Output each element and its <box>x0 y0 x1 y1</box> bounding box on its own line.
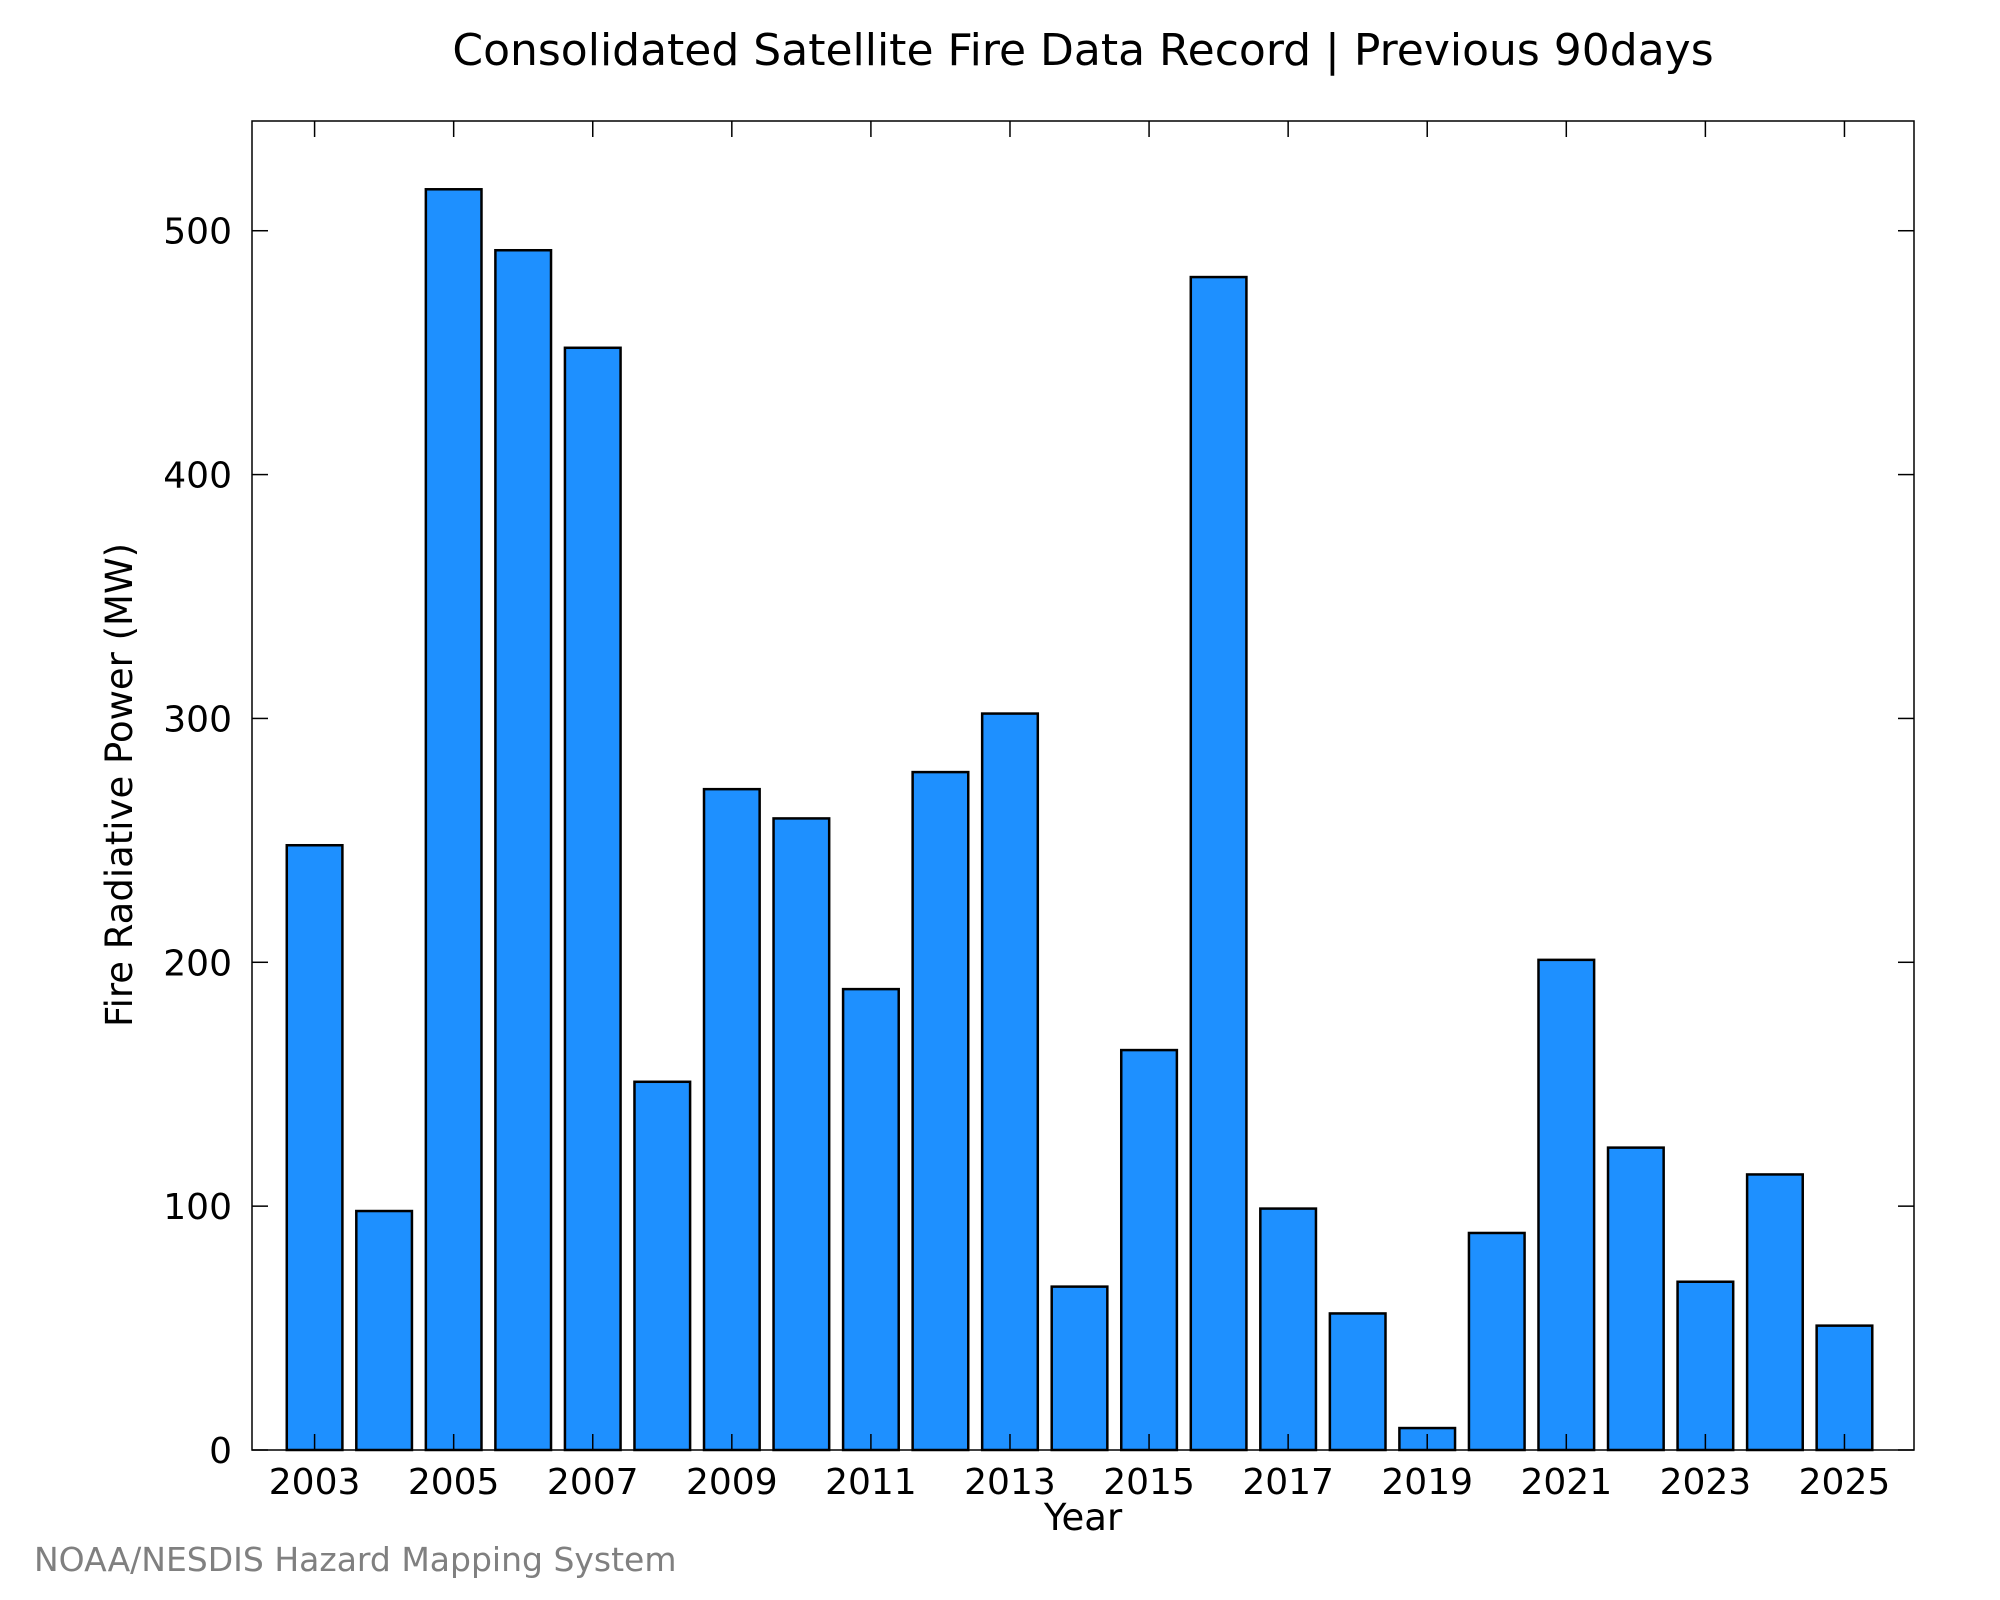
bar-2003 <box>285 843 344 1452</box>
x-tick-label-2009: 2009 <box>686 1462 778 1503</box>
x-tick-label-2005: 2005 <box>408 1462 500 1503</box>
bar-2024 <box>1745 1173 1804 1452</box>
ticks-layer: 0 100 200 300 400 500 2003 2005 2007 2009 2011 2013… <box>163 121 1914 1503</box>
x-tick-label-2025: 2025 <box>1799 1462 1891 1503</box>
bar-2018 <box>1328 1312 1387 1452</box>
bar-2008 <box>633 1080 692 1452</box>
credit-text: NOAA/NESDIS Hazard Mapping System <box>34 1540 677 1579</box>
bar-2004 <box>355 1209 414 1452</box>
y-tick-label-100: 100 <box>163 1187 232 1228</box>
bar-2014 <box>1050 1285 1109 1452</box>
x-tick-label-2011: 2011 <box>825 1462 917 1503</box>
bar-2025 <box>1815 1324 1874 1452</box>
x-tick-label-2021: 2021 <box>1520 1462 1612 1503</box>
x-axis-label: Year <box>1043 1496 1123 1539</box>
bar-2020 <box>1467 1231 1526 1452</box>
bar-2006 <box>494 248 553 1452</box>
y-tick-label-500: 500 <box>163 212 232 253</box>
bar-2013 <box>980 712 1040 1452</box>
bar-2009 <box>702 787 761 1452</box>
x-tick-label-2013: 2013 <box>964 1462 1056 1503</box>
x-tick-label-2017: 2017 <box>1242 1462 1334 1503</box>
bar-2011 <box>841 987 900 1452</box>
x-tick-label-2003: 2003 <box>269 1462 361 1503</box>
bar-2016 <box>1189 275 1248 1452</box>
bar-2005 <box>424 188 483 1452</box>
y-tick-label-0: 0 <box>209 1431 232 1472</box>
bars-layer <box>285 188 1874 1452</box>
y-tick-label-400: 400 <box>163 456 232 497</box>
bar-2022 <box>1606 1146 1665 1452</box>
bar-2021 <box>1537 958 1596 1452</box>
x-tick-label-2015: 2015 <box>1103 1462 1195 1503</box>
y-tick-label-200: 200 <box>163 943 232 984</box>
x-tick-label-2023: 2023 <box>1660 1462 1752 1503</box>
y-axis-label: Fire Radiative Power (MW) <box>98 543 141 1027</box>
x-tick-label-2007: 2007 <box>547 1462 639 1503</box>
bar-2017 <box>1259 1207 1318 1452</box>
bar-2012 <box>911 770 970 1452</box>
x-tick-label-2019: 2019 <box>1381 1462 1473 1503</box>
bar-2023 <box>1676 1280 1735 1452</box>
y-tick-label-300: 300 <box>163 699 232 740</box>
bar-2010 <box>772 817 831 1452</box>
chart-title: Consolidated Satellite Fire Data Record … <box>452 25 1713 76</box>
bar-2015 <box>1119 1048 1179 1452</box>
plot-frame <box>251 120 1915 1451</box>
bar-2007 <box>563 346 622 1452</box>
